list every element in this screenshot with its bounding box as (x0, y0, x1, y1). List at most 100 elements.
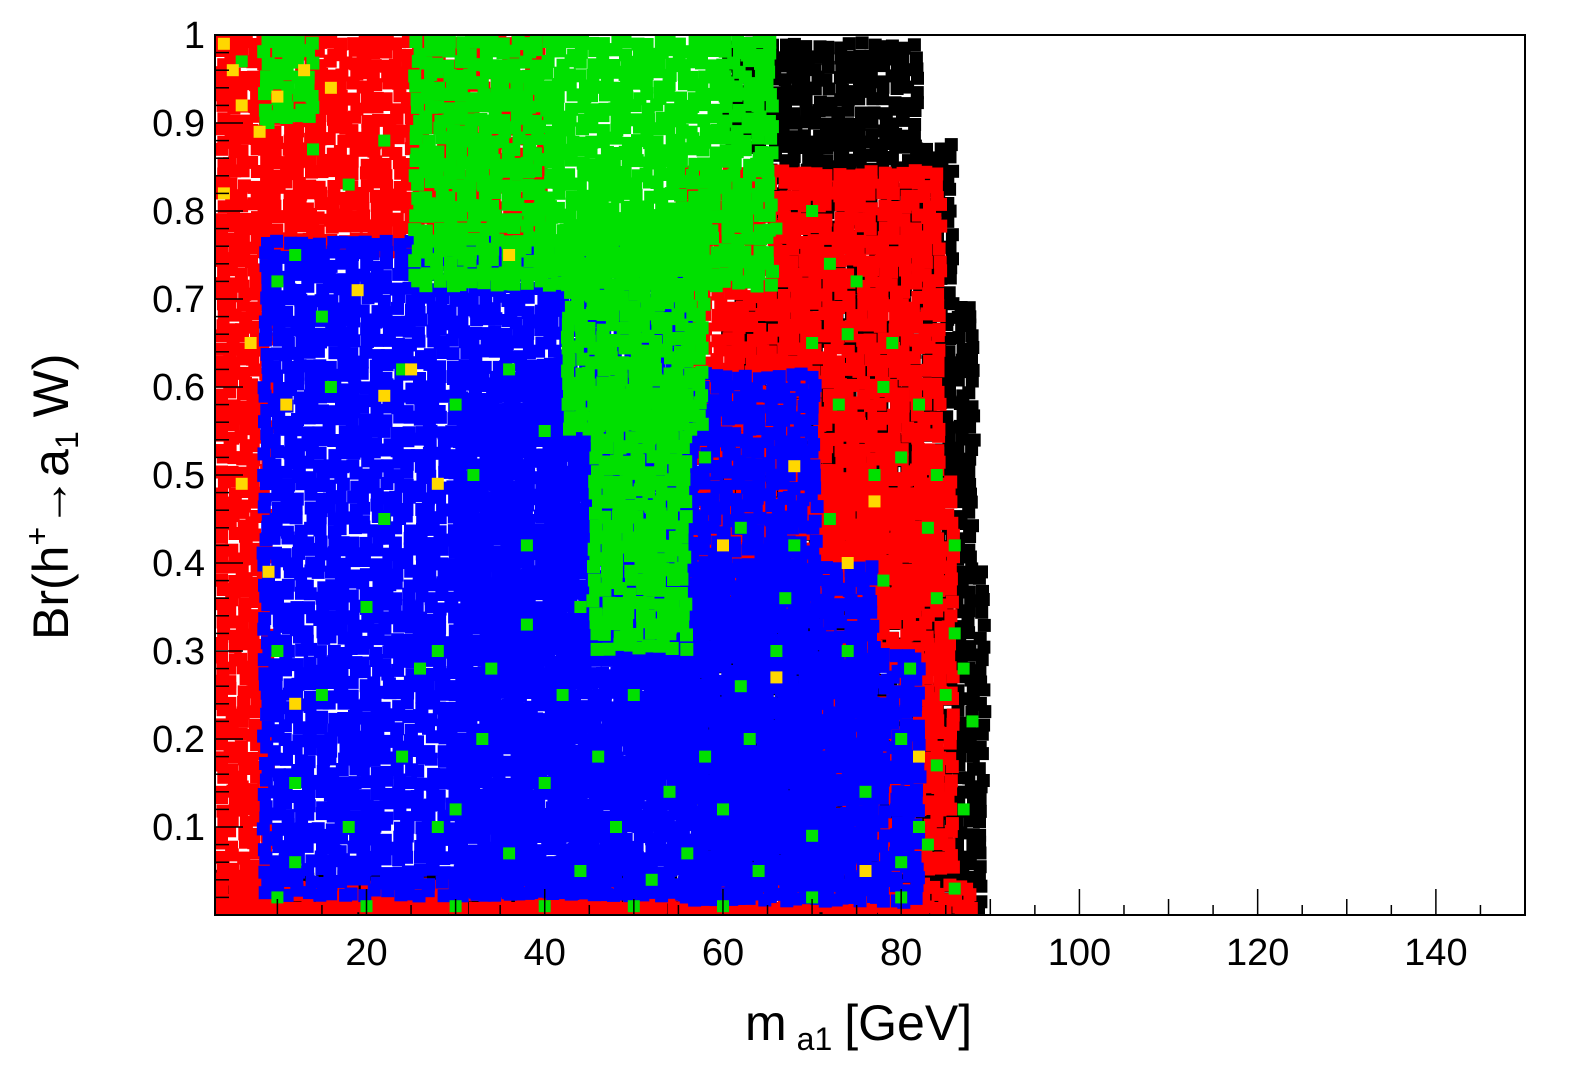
data-point (225, 813, 239, 827)
data-point (974, 879, 988, 893)
data-point (833, 541, 847, 555)
data-point (777, 308, 791, 322)
data-point (390, 111, 404, 125)
data-point (954, 902, 968, 915)
data-point (964, 495, 978, 509)
data-point (301, 279, 315, 293)
data-point (916, 902, 929, 915)
data-point (974, 780, 988, 794)
data-point (367, 144, 381, 158)
data-point (489, 312, 503, 326)
data-point (238, 131, 252, 145)
data-point (910, 408, 924, 422)
data-point (831, 231, 845, 245)
data-point (246, 55, 260, 69)
data-point (820, 440, 834, 454)
data-point (799, 263, 813, 277)
data-point (798, 166, 812, 180)
data-point (732, 308, 746, 322)
data-point (910, 582, 924, 596)
data-point (932, 429, 946, 443)
data-point (521, 290, 535, 304)
data-point (764, 331, 778, 345)
data-point (775, 59, 789, 73)
data-point (246, 672, 260, 686)
data-point (977, 618, 991, 632)
data-point (809, 220, 822, 234)
data-point (279, 175, 293, 189)
data-point (917, 188, 931, 202)
data-point (392, 267, 406, 281)
data-point (247, 263, 261, 277)
data-point (951, 373, 965, 387)
data-point (234, 222, 248, 235)
data-point (776, 198, 790, 211)
data-point (346, 76, 360, 90)
data-point (962, 604, 976, 618)
data-point (525, 902, 539, 915)
data-point (819, 231, 833, 245)
data-point (906, 197, 920, 211)
data-point (864, 274, 878, 288)
data-point (962, 571, 976, 585)
data-point (965, 648, 979, 662)
data-point (333, 43, 347, 57)
data-point (864, 69, 878, 83)
data-point (908, 550, 922, 564)
data-point (943, 736, 957, 750)
data-point (857, 505, 871, 519)
data-point (946, 297, 960, 311)
data-point (964, 727, 978, 741)
data-point (284, 221, 298, 235)
data-point (907, 351, 921, 365)
data-point (391, 301, 404, 315)
data-point (338, 111, 352, 125)
data-point (360, 89, 374, 102)
data-point (821, 40, 835, 54)
data-point (327, 180, 341, 193)
data-point (215, 836, 228, 850)
data-point (944, 802, 958, 816)
data-point (864, 175, 878, 189)
data-point (887, 538, 901, 552)
data-point (978, 705, 992, 719)
data-point (890, 82, 904, 95)
data-point (797, 277, 810, 291)
data-point (965, 352, 978, 366)
data-point (764, 353, 778, 367)
data-point (963, 550, 977, 564)
data-point (934, 861, 948, 875)
data-point (323, 54, 337, 68)
data-point (953, 452, 967, 466)
data-point (931, 329, 945, 343)
data-point (282, 142, 296, 156)
data-point (885, 299, 899, 313)
data-point (799, 94, 813, 108)
data-point (808, 50, 822, 64)
data-point (972, 571, 986, 585)
data-point (864, 135, 878, 149)
data-point (966, 341, 980, 354)
data-point (215, 650, 228, 664)
data-point (931, 274, 945, 288)
data-point (901, 429, 915, 443)
data-point (944, 609, 958, 623)
data-point (853, 49, 867, 63)
data-point (732, 320, 746, 334)
data-point (832, 355, 845, 369)
data-point (841, 117, 854, 131)
data-point (372, 113, 386, 127)
data-point (932, 242, 946, 256)
data-points (215, 35, 992, 915)
data-point (335, 68, 349, 82)
data-point (899, 549, 912, 563)
data-point (853, 72, 866, 86)
data-point (776, 274, 790, 288)
data-point (379, 45, 393, 59)
data-point (895, 298, 909, 312)
data-point (933, 673, 947, 687)
data-point (435, 902, 449, 915)
data-point (820, 141, 834, 155)
data-point (335, 208, 349, 222)
